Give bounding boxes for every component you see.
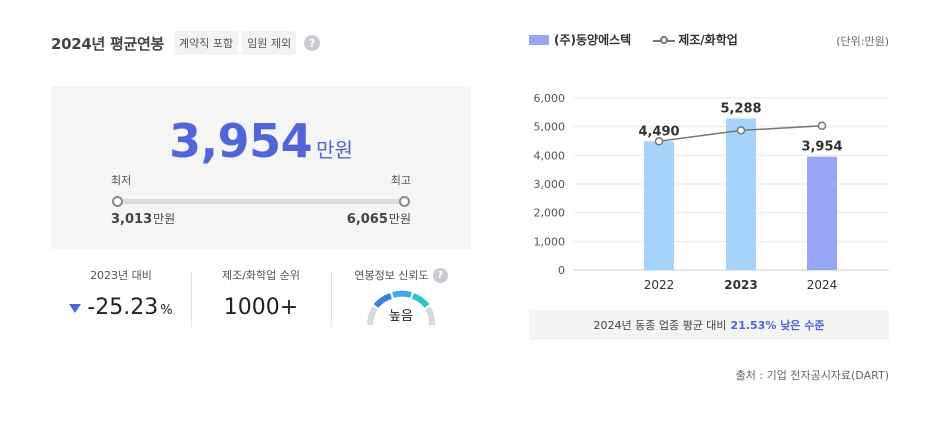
page-title: 2024년 평균연봉 <box>51 34 164 53</box>
average-salary-box: 3,954 만원 최저 최고 3,013만원 6,065만원 <box>51 86 471 249</box>
bar-value-label: 5,288 <box>720 101 761 116</box>
legend-bar-swatch <box>529 34 549 45</box>
y-tick-label: 3,000 <box>534 178 566 191</box>
stat-yoy-label: 2023년 대비 <box>90 269 152 282</box>
salary-chart-svg: 6,000 5,000 4,000 3,000 2,000 1,000 0 4,490 5,28… <box>534 92 889 292</box>
y-tick-label: 5,000 <box>534 121 566 134</box>
chart-unit: (단위:만원) <box>836 35 889 48</box>
arrow-down-icon <box>69 303 82 313</box>
data-source: 출처 : 기업 전자공시자료(DART) <box>735 369 889 382</box>
max-salary-value: 6,065 <box>346 212 388 227</box>
stat-yoy-value: -25.23% <box>51 295 191 320</box>
x-tick-label: 2024 <box>807 278 838 292</box>
reliability-value: 높음 <box>389 309 413 324</box>
min-salary-value: 3,013 <box>111 212 153 227</box>
stat-yoy-suffix: % <box>160 303 173 318</box>
y-tick-label: 4,000 <box>534 149 566 162</box>
industry-point-2024 <box>817 121 827 131</box>
gauge-arc-icon <box>366 290 436 326</box>
x-tick-label: 2023 <box>724 278 757 292</box>
bar-value-label: 3,954 <box>801 140 842 155</box>
industry-point-2023 <box>736 126 746 135</box>
average-salary-value: 3,954 <box>169 114 313 168</box>
stat-rank-value: 1000+ <box>223 295 299 320</box>
stat-reliability-header: 연봉정보 신뢰도? <box>331 267 471 283</box>
stat-reliability-label: 연봉정보 신뢰도 <box>354 269 429 282</box>
chart-legend: (주)동양에스텍 제조/화학업 <box>529 31 738 48</box>
help-icon[interactable]: ? <box>432 267 448 283</box>
divider <box>191 271 192 327</box>
stat-rank-label: 제조/화학업 순위 <box>221 269 301 282</box>
min-salary-unit: 만원 <box>153 212 176 226</box>
stat-yoy: 2023년 대비 -25.23% <box>51 267 191 327</box>
tag-executive-excluded: 임원 제외 <box>242 31 297 55</box>
comparison-note: 2024년 동종 업종 평균 대비 21.53% 낮은 수준 <box>529 310 889 340</box>
reliability-gauge: 높음 <box>364 289 438 327</box>
divider <box>331 271 332 327</box>
legend-industry: 제조/화학업 <box>678 33 738 47</box>
salary-chart: 6,000 5,000 4,000 3,000 2,000 1,000 0 4,490 5,28… <box>529 85 889 300</box>
legend-line-swatch <box>653 35 676 45</box>
comparison-text: 2024년 동종 업종 평균 대비 <box>593 319 727 332</box>
y-tick-label: 2,000 <box>534 207 566 220</box>
stat-reliability: 연봉정보 신뢰도? 높음 <box>331 267 471 327</box>
legend-company: (주)동양에스텍 <box>554 33 632 47</box>
average-salary: 3,954 만원 <box>51 114 471 168</box>
x-tick-label: 2022 <box>644 278 675 292</box>
salary-range-track <box>112 196 410 207</box>
legend-dot <box>660 35 669 44</box>
y-tick-label: 1,000 <box>534 235 566 248</box>
average-salary-unit: 만원 <box>316 138 353 162</box>
y-tick-label: 6,000 <box>534 92 566 105</box>
min-label: 최저 <box>111 174 132 187</box>
industry-point-2022 <box>654 137 664 146</box>
stat-yoy-number: -25.23 <box>87 295 159 320</box>
stat-rank: 제조/화학업 순위 1000+ <box>191 267 331 327</box>
min-salary: 3,013만원 <box>111 210 175 227</box>
bar-2024 <box>807 156 837 270</box>
help-icon[interactable]: ? <box>304 35 321 51</box>
bar-2022 <box>644 141 674 270</box>
max-label: 최고 <box>390 174 411 187</box>
salary-stats: 2023년 대비 -25.23% 제조/화학업 순위 1000+ 연봉정보 신뢰… <box>51 267 471 327</box>
tag-contract-included: 계약직 포함 <box>173 31 239 55</box>
comparison-highlight: 21.53% 낮은 수준 <box>730 319 825 332</box>
min-knob <box>112 196 123 207</box>
y-tick-label: 0 <box>558 264 565 277</box>
max-salary-unit: 만원 <box>388 212 411 226</box>
max-salary: 6,065만원 <box>347 210 411 227</box>
bar-value-label: 4,490 <box>638 124 679 139</box>
salary-header: 2024년 평균연봉 계약직 포함 임원 제외 ? <box>51 31 321 55</box>
bar-2023 <box>726 118 756 270</box>
max-knob <box>399 196 410 207</box>
